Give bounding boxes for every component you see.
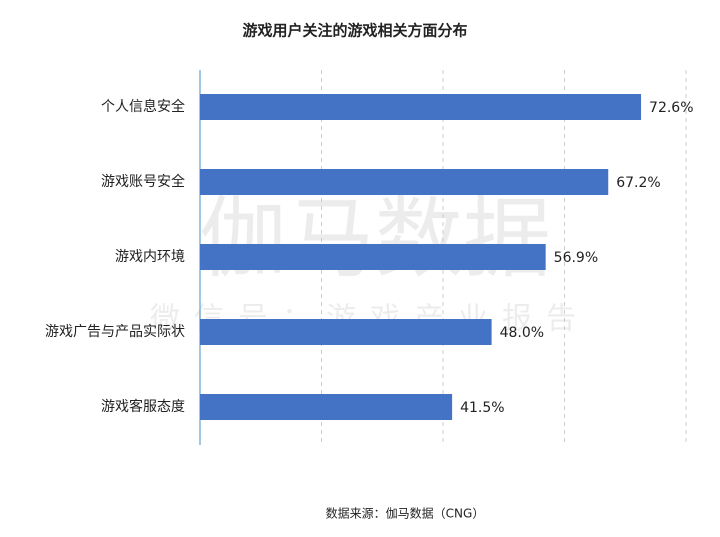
value-label: 67.2% — [616, 175, 660, 191]
value-label: 72.6% — [649, 100, 693, 116]
category-label: 游戏账号安全 — [101, 173, 185, 190]
source-note: 数据来源：伽马数据（CNG） — [326, 506, 485, 521]
value-label: 56.9% — [554, 250, 598, 266]
bar — [200, 169, 609, 195]
category-label: 个人信息安全 — [101, 98, 185, 115]
bar — [200, 94, 642, 120]
value-label: 48.0% — [500, 325, 544, 341]
bar — [200, 394, 453, 420]
category-label: 游戏广告与产品实际状 — [45, 324, 185, 340]
category-label: 游戏内环境 — [115, 249, 185, 265]
chart-title: 游戏用户关注的游戏相关方面分布 — [242, 22, 467, 40]
bar — [200, 244, 546, 270]
bar — [200, 319, 492, 345]
value-label: 41.5% — [460, 400, 504, 416]
watermark: 伽马数据 — [199, 187, 551, 290]
category-label: 游戏客服态度 — [101, 398, 185, 415]
